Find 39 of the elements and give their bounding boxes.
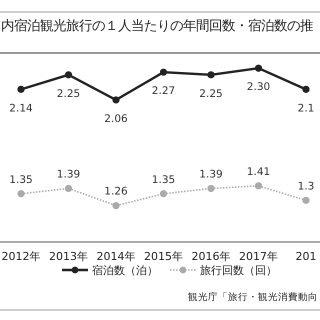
point: [302, 196, 310, 204]
point: [160, 68, 168, 76]
data-label: 1.39: [199, 168, 223, 180]
data-label: 1.35: [9, 174, 33, 186]
point: [112, 96, 120, 104]
point: [207, 71, 215, 78]
point: [254, 182, 262, 190]
x-tick-label: 2015年: [144, 250, 183, 263]
data-label: 1.41: [246, 166, 270, 178]
data-label: 2.06: [104, 112, 128, 125]
x-tick-label: 2012年: [2, 250, 40, 263]
point: [17, 86, 25, 93]
data-label: 2.14: [9, 102, 34, 114]
legend-label: 宿泊数（泊）: [92, 264, 158, 277]
x-tick-label: 2017年: [239, 250, 278, 263]
data-label: 2.30: [246, 81, 270, 94]
point: [64, 71, 72, 78]
point: [160, 190, 168, 198]
legend-label: 旅行回数（回）: [200, 264, 277, 277]
chart-title: 内宿泊観光旅行の１人当たりの年間回数・宿泊数の推: [1, 18, 313, 34]
point: [64, 184, 72, 192]
data-label: 2.27: [152, 85, 176, 98]
data-label: 1.39: [56, 168, 80, 180]
data-label: 1.35: [152, 174, 176, 186]
data-label: 2.25: [56, 88, 80, 100]
data-label: 1.3: [298, 180, 314, 192]
text: 観光庁「旅行・観光消費動向: [188, 291, 318, 303]
x-tick-label: 2014年: [96, 250, 136, 263]
point: [254, 64, 262, 72]
data-label: 2.1: [298, 102, 314, 114]
point: [17, 190, 25, 198]
point: [112, 202, 120, 210]
x-tick-label: 201: [296, 250, 316, 263]
x-tick-label: 2013年: [49, 250, 88, 263]
point: [207, 184, 215, 192]
data-label: 2.25: [199, 88, 223, 100]
data-label: 1.26: [104, 186, 128, 198]
x-tick-label: 2016年: [192, 250, 230, 263]
point: [302, 86, 310, 93]
